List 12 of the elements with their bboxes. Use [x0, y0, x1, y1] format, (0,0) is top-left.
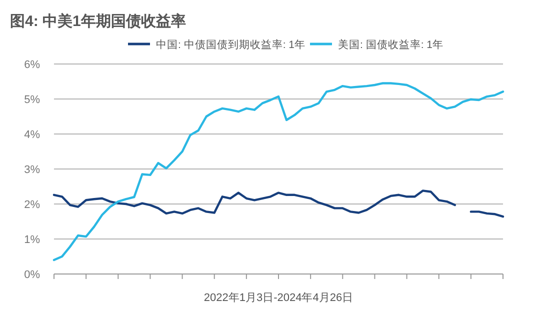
legend-label: 美国: 国债收益率: 1年: [338, 38, 444, 51]
y-tick-label: 1%: [24, 234, 40, 246]
chart-title: 图4: 中美1年期国债收益率: [10, 12, 186, 30]
line-series: [52, 82, 504, 262]
y-tick-label: 5%: [24, 94, 40, 106]
y-tick-label: 3%: [24, 164, 40, 176]
x-axis-title: 2022年1月3日-2024年4月26日: [204, 292, 354, 304]
y-tick-label: 0%: [24, 269, 40, 281]
legend-label: 中国: 中债国债到期收益率: 1年: [156, 38, 306, 51]
y-tick-label: 6%: [24, 59, 40, 71]
y-tick-label: 2%: [24, 199, 40, 211]
y-tick-label: 4%: [24, 129, 40, 141]
